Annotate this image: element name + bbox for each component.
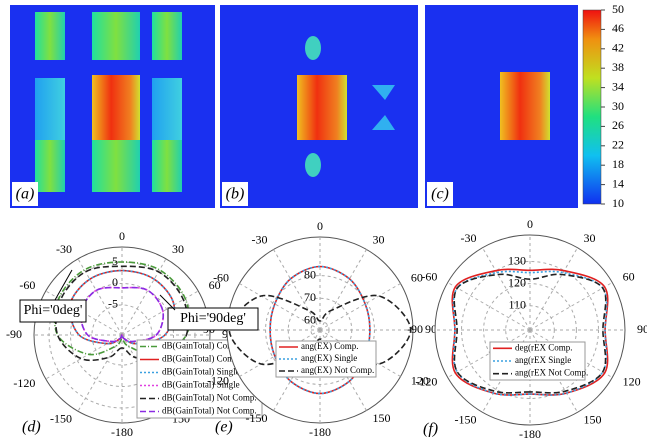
colorbar-label: 50 [612,2,624,16]
angle-label: -120 [207,373,229,387]
angle-label: -60 [421,269,437,283]
angle-label: 30 [172,242,184,256]
panel-b: (b) [220,5,418,208]
legend-label: ang(EX) Not Comp. [301,365,374,375]
colorbar-label: 22 [612,138,624,152]
angle-label: 120 [623,374,641,388]
colorbar-label: 38 [612,60,624,74]
angle-label: -60 [213,270,229,284]
panel-label: (a) [16,186,35,203]
annotation: Phi='0deg' [24,303,83,318]
colorbar-label: 18 [612,157,624,171]
angle-label: -30 [252,233,268,247]
legend-label: ang(EX) Single [301,353,357,363]
r-tick-label: 110 [508,297,526,311]
r-tick-label: -5 [108,297,118,311]
angle-label: -90 [407,322,423,336]
angle-label: -180 [519,427,541,439]
angle-label: 60 [623,269,635,283]
legend-label: dB(GainTotal) Not Comp. [162,393,257,403]
r-tick-label: 130 [508,253,526,267]
legend-label: ang(rEX Not Comp. [515,368,588,378]
colorbar-label: 26 [612,118,624,132]
angle-label: 30 [373,233,385,247]
angle-label: -150 [455,413,477,427]
legend-label: dB(GainTotal) Not Comp. [162,406,257,416]
panel-label: (c) [431,186,449,203]
polar-plot: -5050306090120150-180-150-120-90-60-30dB… [6,229,262,439]
annotation: Phi='90deg' [180,311,246,326]
angle-label: 30 [584,231,596,245]
angle-label: -30 [461,231,477,245]
angle-label: 0 [527,217,533,231]
angle-label: 150 [584,413,602,427]
angle-label: -30 [56,242,72,256]
figure: (a) (b) (c) 1014182226303438424650-50503… [0,0,647,439]
page: (a) (b) (c) 1014182226303438424650-50503… [0,0,647,439]
angle-label: -150 [246,411,268,425]
colorbar-label: 42 [612,41,624,55]
panel-a: (a) [10,5,215,208]
angle-label: -120 [415,374,437,388]
angle-label: -180 [111,425,133,439]
colorbar-label: 14 [612,176,624,190]
angle-label: -120 [13,376,35,390]
panel-label: (f) [423,421,438,438]
colorbar-label: 34 [612,79,624,93]
panel-label: (d) [22,419,41,436]
polar-plot: 1101201300306090120150-180-150-120-90-60… [407,217,647,439]
panel-label: (b) [226,186,245,203]
colorbar-label: 30 [612,99,624,113]
legend-label: ang(EX) Comp. [301,341,359,351]
colorbar-label: 46 [612,21,624,35]
legend-label: ang(rEX Single [515,355,571,365]
colorbar-label: 10 [612,196,624,210]
angle-label: 0 [317,219,323,233]
legend-label: deg(rEX Comp. [515,342,573,352]
angle-label: 150 [373,411,391,425]
panel-label: (e) [215,419,233,436]
angle-label: -180 [309,425,331,439]
angle-label: -90 [6,327,22,341]
r-tick-label: 70 [304,290,316,304]
angle-label: -60 [19,278,35,292]
angle-label: 0 [119,229,125,243]
angle-label: 90 [637,322,647,336]
legend-label: dB(GainTotal) Comp. [162,354,241,364]
angle-label: -150 [50,412,72,426]
